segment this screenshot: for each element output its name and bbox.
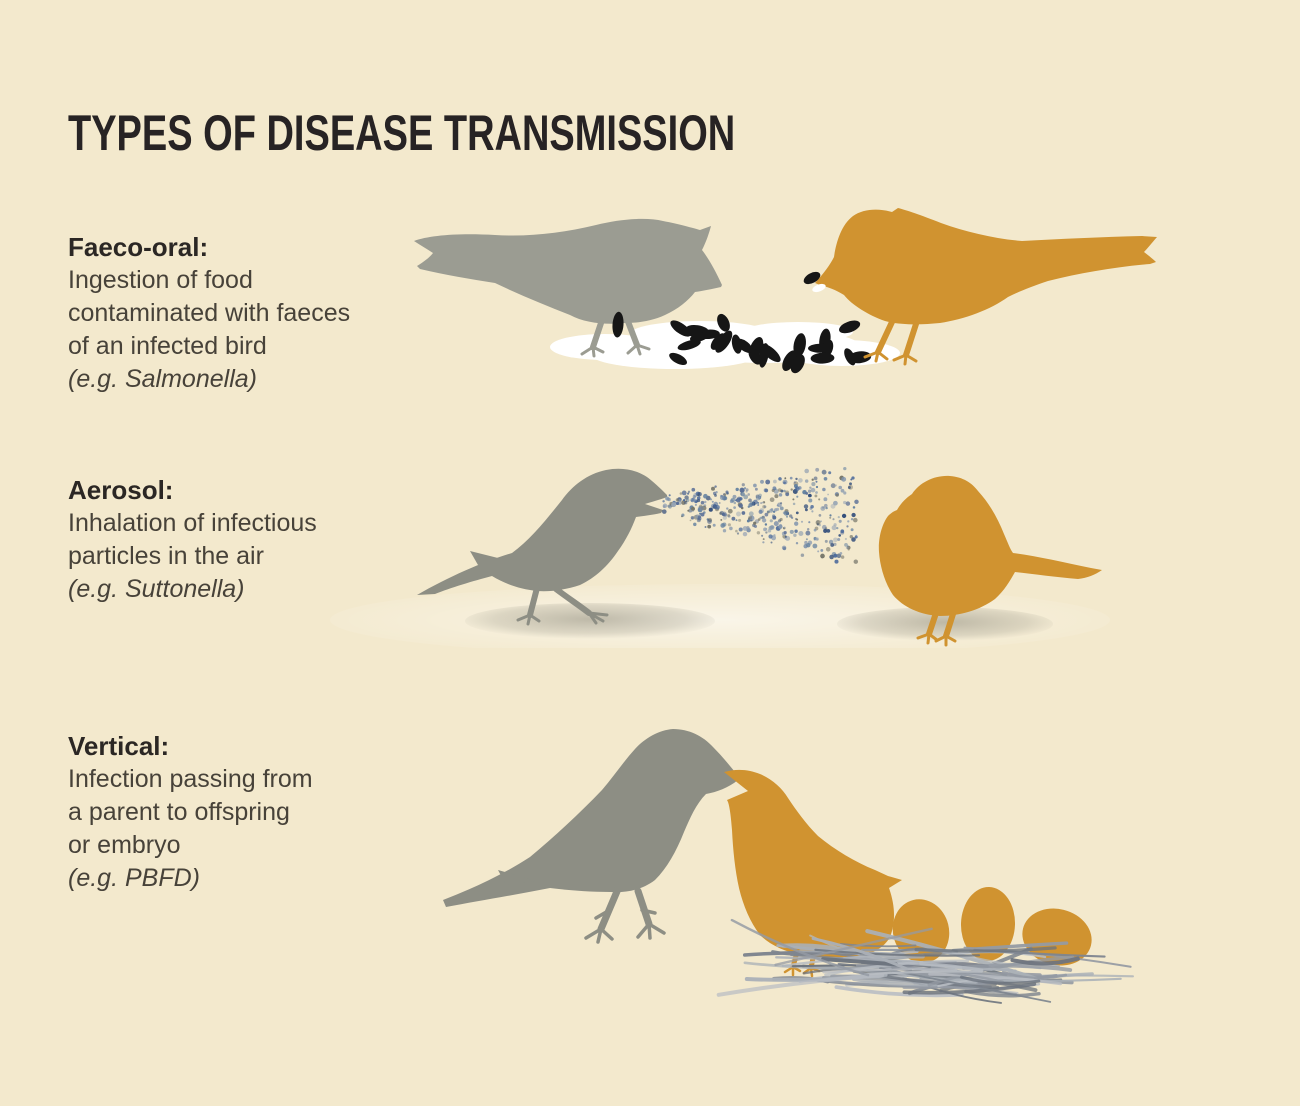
section-faeco-oral-text: Faeco-oral: Ingestion of food contaminat… — [68, 230, 408, 396]
grey-bird-icon — [414, 218, 722, 358]
vertical-illustration — [443, 729, 1134, 1004]
aerosol-illustration — [330, 466, 1110, 648]
description-line: Ingestion of food — [68, 266, 253, 294]
ground-shadow — [465, 603, 715, 639]
description-line: Inhalation of infectious — [68, 509, 317, 537]
orange-bird-icon — [803, 208, 1157, 366]
egg — [1022, 908, 1092, 966]
example-pathogen: (e.g. Suttonella) — [68, 575, 245, 603]
description-line: of an infected bird — [68, 332, 267, 360]
ground-shadow — [837, 607, 1053, 641]
egg — [960, 887, 1016, 961]
section-vertical-text: Vertical: Infection passing from a paren… — [68, 729, 408, 895]
description-line: or embryo — [68, 831, 181, 859]
aerosol-cloud — [662, 466, 859, 564]
faeco-oral-illustration — [414, 208, 1157, 374]
example-pathogen: (e.g. Salmonella) — [68, 365, 257, 393]
section-heading: Faeco-oral: — [68, 232, 209, 262]
section-heading: Vertical: — [68, 731, 170, 761]
grey-parent-bird-icon — [443, 729, 738, 944]
section-aerosol-text: Aerosol: Inhalation of infectious partic… — [68, 473, 408, 606]
nest-straw — [716, 918, 1134, 1004]
description-line: Infection passing from — [68, 765, 313, 793]
orange-bird-icon — [878, 475, 1102, 647]
section-heading: Aerosol: — [68, 475, 174, 505]
description-line: particles in the air — [68, 542, 264, 570]
page-title: TYPES OF DISEASE TRANSMISSION — [68, 104, 736, 161]
seed-cluster — [612, 311, 872, 374]
seed-in-beak — [803, 271, 821, 285]
description-line: a parent to offspring — [68, 798, 290, 826]
example-pathogen: (e.g. PBFD) — [68, 864, 200, 892]
grey-bird-sneezing-icon — [417, 468, 667, 626]
description-line: contaminated with faeces — [68, 299, 351, 327]
